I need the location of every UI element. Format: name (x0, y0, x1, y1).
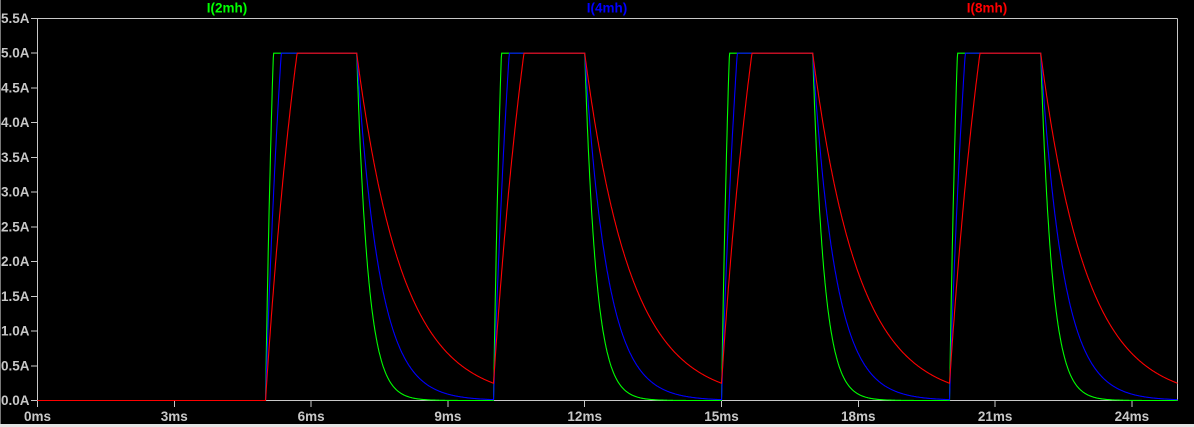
svg-text:9ms: 9ms (434, 409, 461, 424)
svg-text:2.5A: 2.5A (1, 219, 30, 234)
svg-text:0ms: 0ms (24, 409, 51, 424)
svg-text:21ms: 21ms (978, 409, 1013, 424)
svg-text:12ms: 12ms (567, 409, 602, 424)
svg-text:1.0A: 1.0A (1, 324, 30, 339)
svg-text:6ms: 6ms (298, 409, 325, 424)
svg-text:0.5A: 0.5A (1, 358, 30, 373)
svg-text:5.5A: 5.5A (1, 11, 30, 26)
svg-text:2.0A: 2.0A (1, 254, 30, 269)
svg-text:3ms: 3ms (161, 409, 188, 424)
svg-text:1.5A: 1.5A (1, 289, 30, 304)
svg-text:5.0A: 5.0A (1, 46, 30, 61)
svg-text:I(4mh): I(4mh) (587, 1, 628, 16)
svg-text:3.0A: 3.0A (1, 185, 30, 200)
svg-text:I(8mh): I(8mh) (967, 1, 1008, 16)
svg-text:0.0A: 0.0A (1, 393, 30, 408)
svg-text:15ms: 15ms (704, 409, 739, 424)
svg-text:4.0A: 4.0A (1, 115, 30, 130)
svg-text:I(2mh): I(2mh) (207, 1, 248, 16)
svg-text:3.5A: 3.5A (1, 150, 30, 165)
svg-text:4.5A: 4.5A (1, 81, 30, 96)
svg-text:24ms: 24ms (1115, 409, 1150, 424)
svg-text:18ms: 18ms (841, 409, 876, 424)
